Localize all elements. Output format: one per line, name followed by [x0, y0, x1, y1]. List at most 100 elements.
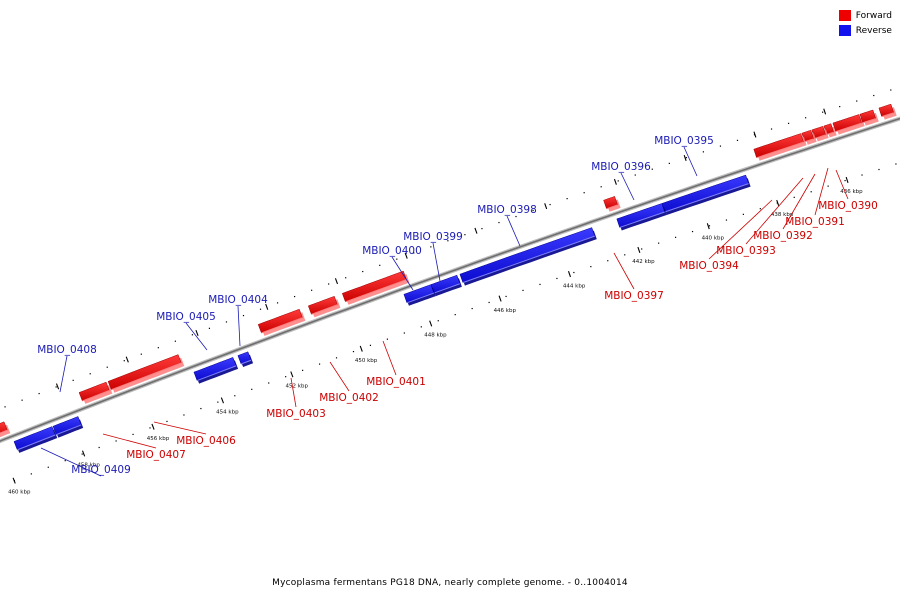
tick-mark-lower	[683, 154, 687, 162]
mbio-0407-leader	[102, 433, 157, 449]
guide-dot-lower	[123, 360, 125, 362]
tick-mark-upper	[151, 423, 155, 430]
guide-dot-lower	[106, 366, 108, 368]
guide-dot-upper	[895, 163, 897, 165]
guide-dot-lower	[566, 198, 568, 200]
mbio-0391-label: MBIO_0391	[785, 216, 845, 228]
mbio-0406-leader	[153, 421, 207, 435]
mbio-0407-label: MBIO_0407	[126, 449, 186, 461]
tick-label: 452 kbp	[286, 383, 309, 389]
mbio-0397-highlight	[606, 204, 618, 210]
guide-dot-lower	[481, 227, 483, 230]
tick-layer: 436 kbp 438 kbp 440 kbp 442 kbp 444 kbp 446 k…	[4, 89, 897, 496]
tick-mark-upper	[429, 320, 433, 327]
mbio-0395-highlight	[664, 183, 749, 213]
gene-highlight	[881, 112, 894, 118]
tick-label: 450 kbp	[355, 358, 378, 364]
guide-dot-upper	[624, 254, 626, 256]
guide-dot-upper	[403, 332, 405, 334]
mbio-0392-leader	[782, 173, 816, 230]
guide-dot-lower	[617, 180, 619, 182]
guide-dot-upper	[64, 460, 66, 462]
mbio-0402-highlight	[311, 304, 338, 315]
guide-dot-lower	[634, 174, 636, 176]
tick-label: 460 kbp	[8, 490, 31, 496]
guide-dot-upper	[115, 440, 117, 442]
tick-mark-upper	[81, 450, 86, 457]
mbio-0390-leader	[835, 169, 849, 200]
guide-dot-lower	[805, 117, 807, 119]
mbio-0399-highlight	[433, 283, 461, 294]
guide-dot-upper	[251, 388, 253, 390]
mbio-0402-leader	[329, 361, 350, 392]
tick-label: 444 kbp	[563, 283, 586, 289]
mbio-0399-label: MBIO_0399	[403, 231, 463, 243]
guide-dot-upper	[691, 230, 694, 233]
mbio-0408-highlight	[56, 424, 82, 436]
gene-layer	[0, 103, 897, 453]
tick-label: 436 kbp	[840, 189, 863, 195]
tick-mark-lower	[265, 303, 269, 310]
mbio-0403-leader	[290, 377, 297, 408]
guide-dot-upper	[708, 225, 711, 227]
guide-dot-upper	[641, 248, 643, 250]
guide-dot-lower	[413, 252, 415, 254]
tick-mark-lower	[404, 252, 408, 259]
mbio-0404-label: MBIO_0404	[208, 294, 268, 306]
forward-swatch	[838, 10, 851, 21]
guide-dot-upper	[556, 277, 558, 280]
guide-dot-lower	[515, 215, 517, 218]
tick-mark-upper	[498, 295, 502, 302]
reverse-swatch	[838, 25, 851, 36]
guide-dot-upper	[420, 326, 422, 328]
mbio-0406-label: MBIO_0406	[176, 435, 236, 447]
tick-mark-lower	[474, 227, 478, 234]
guide-dot-upper	[607, 260, 609, 262]
guide-dot-upper	[200, 407, 202, 410]
guide-dot-upper	[471, 307, 473, 310]
guide-dot-lower	[38, 392, 40, 395]
guide-dot-upper	[268, 382, 270, 384]
mbio-0391-leader	[814, 167, 829, 216]
guide-dot-upper	[234, 395, 236, 397]
mbio-0398-label: MBIO_0398	[477, 204, 537, 216]
mbio-0391-highlight	[826, 131, 834, 136]
guide-dot-lower	[702, 151, 705, 153]
guide-dot-upper	[573, 271, 575, 274]
tick-mark-upper	[637, 246, 641, 253]
mbio-0392-label: MBIO_0392	[753, 230, 813, 242]
guide-dot-upper	[335, 357, 338, 359]
guide-dot-upper	[217, 401, 219, 403]
guide-dot-lower	[55, 386, 57, 388]
mbio-0409-leader	[40, 447, 102, 477]
mbio-0394-leader	[708, 199, 773, 260]
mbio-0399-leader	[432, 242, 441, 282]
guide-dot-upper	[386, 338, 388, 340]
guide-dot-lower	[447, 240, 449, 242]
guide-dot-lower	[242, 314, 245, 317]
mbio-0400-label: MBIO_0400	[362, 245, 422, 257]
guide-dot-upper	[166, 420, 168, 423]
tick-mark-lower	[125, 356, 129, 363]
gene-highlight	[862, 118, 876, 124]
guide-dot-lower	[345, 277, 347, 279]
mbio-0405-leader	[185, 322, 208, 351]
backbone-layer	[0, 116, 900, 444]
tick-mark-lower	[334, 278, 339, 285]
guide-dot-lower	[736, 139, 739, 141]
guide-dot-lower	[498, 221, 500, 224]
guide-dot-lower	[873, 94, 875, 97]
guide-dot-upper	[30, 473, 32, 475]
guide-dot-upper	[132, 433, 134, 436]
tick-mark-lower	[55, 383, 60, 390]
mbio-0408-leader	[59, 355, 68, 393]
mbio-0396-label: MBIO_0396	[591, 161, 651, 173]
guide-dot-lower	[72, 379, 74, 381]
tick-mark-upper	[776, 199, 780, 206]
tick-label: 442 kbp	[632, 259, 655, 265]
tick-mark-upper	[12, 477, 16, 484]
tick-label: 456 kbp	[147, 436, 170, 442]
guide-dot-lower	[362, 270, 364, 273]
guide-dot-lower	[430, 246, 432, 248]
mbio-0401-label: MBIO_0401	[366, 376, 426, 388]
